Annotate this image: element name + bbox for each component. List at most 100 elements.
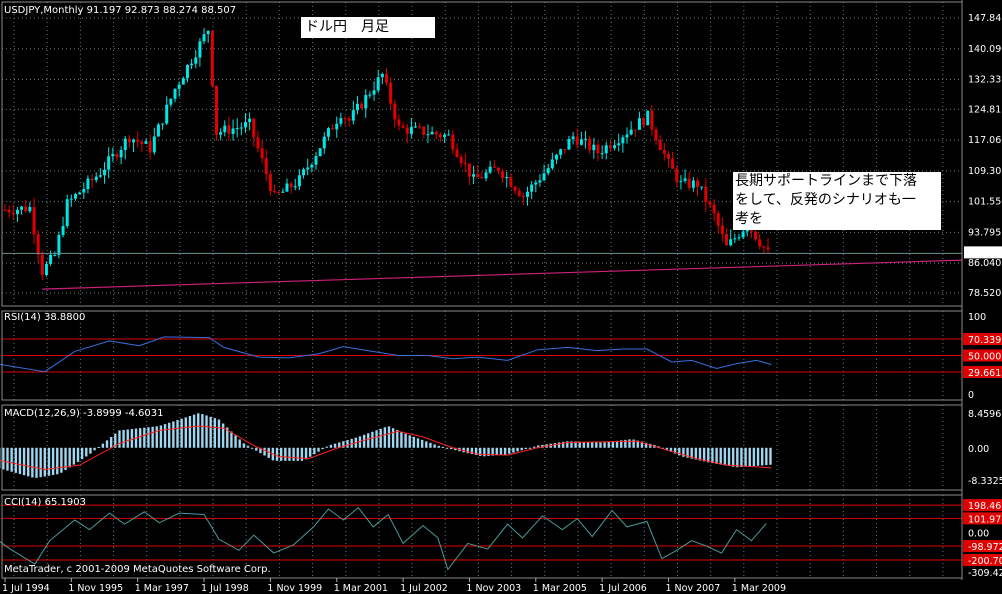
candle-body xyxy=(637,118,641,130)
macd-bar xyxy=(466,447,469,454)
axis-labels: 147.845 140.090 132.335 124.815 117.060 109.3… xyxy=(2,13,1002,594)
candle-body xyxy=(633,129,637,131)
candle-body xyxy=(103,169,107,176)
candle-body xyxy=(214,85,218,135)
price-tag-bg xyxy=(964,246,1002,259)
macd-bar xyxy=(429,442,432,448)
candle-body xyxy=(729,239,733,246)
macd-bar xyxy=(263,447,266,456)
macd-bar xyxy=(242,443,246,448)
candle-body xyxy=(190,63,194,65)
x-axis-label: 1 Nov 2003 xyxy=(466,583,521,594)
candle-body xyxy=(447,134,451,136)
macd-bar xyxy=(172,421,175,448)
rsi-level-label: 50.000 xyxy=(968,352,1001,363)
macd-bar xyxy=(118,430,121,448)
candle-body xyxy=(472,174,476,177)
candle-body xyxy=(766,247,770,250)
macd-bar xyxy=(317,447,320,452)
candle-body xyxy=(244,122,248,128)
candle-body xyxy=(501,171,505,179)
macd-bar xyxy=(574,441,577,448)
panel-frames xyxy=(1,0,963,580)
macd-bar xyxy=(51,447,55,476)
candle-body xyxy=(592,144,596,151)
level-tag-bg xyxy=(963,512,1002,525)
macd-bar xyxy=(474,447,478,456)
x-axis-label: 1 Jul 2002 xyxy=(400,583,448,594)
candle-body xyxy=(716,213,720,226)
macd-bar xyxy=(284,447,287,461)
candle-body xyxy=(28,207,32,212)
macd-bar xyxy=(400,431,403,448)
macd-bar xyxy=(143,427,146,448)
candle-body xyxy=(289,183,293,188)
candle-body xyxy=(393,103,397,120)
macd-bar xyxy=(499,447,503,455)
macd-bar xyxy=(246,445,250,448)
candle-body xyxy=(530,184,534,192)
candle-body xyxy=(231,128,235,134)
candle-body xyxy=(20,206,24,210)
macd-bar xyxy=(126,429,129,448)
candle-body xyxy=(563,149,567,151)
candle-body xyxy=(555,154,559,160)
candle-body xyxy=(397,119,401,126)
macd-bar xyxy=(487,447,490,456)
candle-body xyxy=(49,254,53,264)
candle-body xyxy=(94,176,98,181)
candle-body xyxy=(509,176,513,187)
macd-bar xyxy=(740,447,743,467)
candle-body xyxy=(762,246,766,248)
macd-bar xyxy=(288,447,291,461)
macd-bar xyxy=(130,429,134,448)
macd-bar xyxy=(350,438,353,448)
macd-bar xyxy=(748,447,751,467)
candle-body xyxy=(521,195,525,197)
macd-bar xyxy=(607,441,610,448)
candle-body xyxy=(119,149,123,158)
macd-bar xyxy=(441,446,445,448)
candle-body xyxy=(418,126,422,128)
macd-signal-line xyxy=(0,425,772,471)
macd-bar xyxy=(184,417,187,448)
candle-body xyxy=(273,190,277,193)
candle-body xyxy=(704,186,708,203)
macd-bar xyxy=(151,426,154,448)
macd-bar xyxy=(491,447,494,456)
candle-body xyxy=(202,34,206,42)
macd-bar xyxy=(702,447,706,462)
candle-body xyxy=(177,84,181,89)
macd-bar xyxy=(408,435,411,448)
price-axis-label: 86.040 xyxy=(968,258,1001,269)
macd-bar xyxy=(250,447,254,449)
macd-bar xyxy=(590,442,594,448)
candle-body xyxy=(281,191,285,193)
candle-body xyxy=(505,176,509,179)
macd-bar xyxy=(76,447,80,462)
candle-body xyxy=(642,118,646,126)
rsi-axis-label: 100 xyxy=(968,312,986,323)
macd-bar xyxy=(665,447,669,450)
candle-body xyxy=(430,131,434,135)
candle-body xyxy=(459,156,463,164)
macd-bar xyxy=(105,440,109,448)
candle-body xyxy=(492,166,496,168)
candle-body xyxy=(3,209,7,211)
macd-bar xyxy=(93,447,96,451)
candle-body xyxy=(372,90,376,95)
price-axis-label: 109.305 xyxy=(968,166,1002,177)
macd-bar xyxy=(18,447,22,475)
macd-bar xyxy=(532,446,536,448)
macd-bar xyxy=(213,418,217,448)
macd-bar xyxy=(72,447,76,465)
candle-body xyxy=(671,158,675,169)
candle-body xyxy=(198,41,202,58)
x-axis-label: 1 Jul 2006 xyxy=(599,583,647,594)
candle-body xyxy=(488,166,492,173)
macd-bar xyxy=(234,435,237,448)
macd-bar xyxy=(147,427,150,448)
macd-bar xyxy=(35,447,38,478)
macd-bar xyxy=(367,433,370,448)
